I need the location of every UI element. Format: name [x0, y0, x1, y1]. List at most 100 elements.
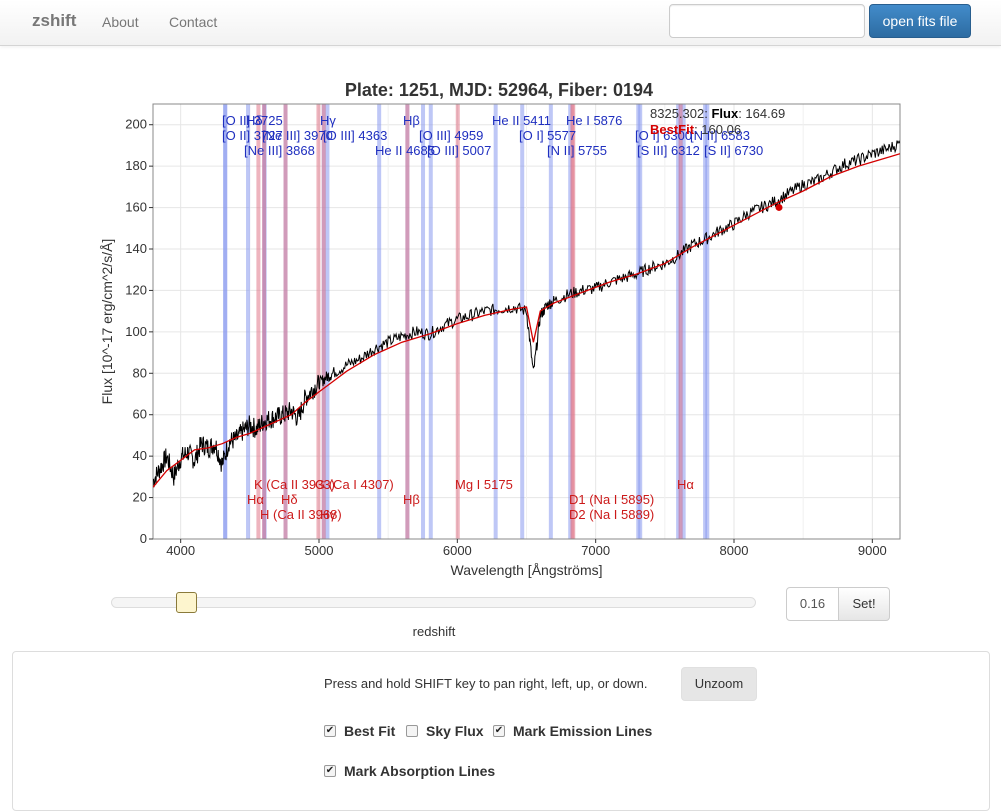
emission-line-label: Hγ	[320, 113, 336, 128]
absorption-line-band	[321, 104, 326, 539]
x-tick-label: 9000	[858, 543, 887, 558]
x-axis-label: Wavelength [Ångströms]	[451, 562, 603, 578]
emission-line-band	[421, 104, 426, 539]
emission-line-band	[493, 104, 498, 539]
x-tick-label: 8000	[720, 543, 749, 558]
absorption-line-band	[678, 104, 683, 539]
emission-line-label: [N II] 5755	[547, 143, 607, 158]
absorption-line-band	[571, 104, 576, 539]
x-tick-label: 6000	[443, 543, 472, 558]
x-tick-label: 5000	[305, 543, 334, 558]
tooltip-bestfit-row: BestFit: 160.06	[650, 122, 741, 137]
mark-absorption-lines-checkbox[interactable]: ✔	[324, 765, 336, 777]
emission-line-band	[703, 104, 708, 539]
absorption-line-label: Hδ	[281, 492, 298, 507]
unzoom-button[interactable]: Unzoom	[681, 667, 757, 701]
emission-line-label: [O III] 4959	[419, 128, 483, 143]
emission-line-label: [O I] 6300	[635, 128, 692, 143]
pan-help-text: Press and hold SHIFT key to pan right, l…	[324, 676, 648, 691]
absorption-line-band	[455, 104, 460, 539]
emission-line-label: [O II] 3725	[222, 113, 283, 128]
redshift-slider-track[interactable]	[111, 597, 756, 608]
x-tick-label: 7000	[581, 543, 610, 558]
emission-line-label: [O II] 3727	[222, 128, 283, 143]
redshift-input[interactable]: 0.16	[786, 587, 839, 621]
set-redshift-button[interactable]: Set!	[838, 587, 890, 621]
best-fit-label: Best Fit	[344, 723, 396, 739]
mark-emission-lines-label: Mark Emission Lines	[513, 723, 653, 739]
y-axis-label: Flux [10^-17 erg/cm^2/s/Å]	[99, 239, 115, 405]
emission-line-label: Hδ	[246, 113, 263, 128]
absorption-line-label: D1 (Na I 5895)	[569, 492, 654, 507]
emission-line-band	[377, 104, 382, 539]
navbar: zshift About Contact open fits file	[0, 0, 1001, 46]
emission-line-label: He I 5876	[566, 113, 622, 128]
absorption-line-band	[405, 104, 410, 539]
emission-line-label: [O I] 5577	[519, 128, 576, 143]
y-tick-label: 20	[133, 490, 147, 505]
chart-title: Plate: 1251, MJD: 52964, Fiber: 0194	[344, 80, 654, 100]
absorption-line-label: H (Ca II 3968)	[260, 507, 342, 522]
y-tick-label: 180	[125, 158, 147, 173]
absorption-line-band	[283, 104, 288, 539]
emission-line-label: [S II] 6730	[704, 143, 763, 158]
y-tick-label: 40	[133, 448, 147, 463]
absorption-line-label: K (Ca II 3933)	[254, 477, 335, 492]
emission-line-band	[223, 104, 228, 539]
absorption-line-band	[256, 104, 261, 539]
absorption-line-label: Hβ	[403, 492, 420, 507]
emission-line-band	[246, 104, 251, 539]
emission-line-band	[520, 104, 525, 539]
emission-line-band	[676, 104, 681, 539]
best-fit-checkbox[interactable]: ✔	[324, 725, 336, 737]
y-tick-label: 0	[140, 531, 147, 546]
absorption-line-band	[316, 104, 321, 539]
emission-line-label: [O III] 5007	[427, 143, 491, 158]
emission-line-label: Hβ	[403, 113, 420, 128]
emission-line-band	[548, 104, 553, 539]
absorption-line-label: Hα	[247, 492, 264, 507]
absorption-line-label: Hγ	[320, 507, 336, 522]
emission-line-label: [O III] 4363	[323, 128, 387, 143]
y-tick-label: 80	[133, 365, 147, 380]
sky-flux-label: Sky Flux	[426, 723, 484, 739]
nav-link-about[interactable]: About	[102, 14, 139, 30]
emission-line-band	[681, 104, 686, 539]
y-tick-label: 200	[125, 117, 147, 132]
open-fits-file-button[interactable]: open fits file	[869, 4, 971, 38]
emission-line-band	[428, 104, 433, 539]
emission-line-label: [Ne III] 3970	[262, 128, 333, 143]
y-tick-label: 100	[125, 324, 147, 339]
absorption-line-label: D2 (Na I 5889)	[569, 507, 654, 522]
emission-line-band	[705, 104, 710, 539]
emission-line-band	[638, 104, 643, 539]
emission-line-band	[568, 104, 573, 539]
y-tick-label: 140	[125, 241, 147, 256]
emission-line-label: [N II] 6583	[690, 128, 750, 143]
mark-absorption-lines-label: Mark Absorption Lines	[344, 763, 496, 779]
fits-file-input[interactable]	[669, 4, 865, 38]
spectrum-chart[interactable]: 0 20 40 60 80 100 120 140 160 180 200 4000 5000 6000 7…	[0, 98, 1001, 583]
brand-logo[interactable]: zshift	[32, 11, 77, 30]
tooltip-flux-row: 8325.302: Flux: 164.69	[650, 106, 785, 121]
redshift-label: redshift	[412, 624, 456, 639]
emission-line-band	[325, 104, 330, 539]
emission-line-label: He II 4685	[375, 143, 435, 158]
sky-flux-checkbox[interactable]	[406, 725, 418, 737]
emission-line-label: [S III] 6312	[637, 143, 700, 158]
y-tick-label: 60	[133, 407, 147, 422]
redshift-slider-handle[interactable]	[176, 592, 197, 613]
bestfit-series-line	[153, 153, 900, 488]
absorption-line-label: Mg I 5175	[455, 477, 513, 492]
nav-link-contact[interactable]: Contact	[169, 14, 218, 30]
y-tick-label: 120	[125, 282, 147, 297]
x-tick-label: 4000	[166, 543, 195, 558]
absorption-line-label: G (Ca I 4307)	[315, 477, 394, 492]
emission-line-label: He II 5411	[492, 113, 551, 128]
flux-series-line	[153, 140, 900, 488]
mark-emission-lines-checkbox[interactable]: ✔	[493, 725, 505, 737]
absorption-line-label: Hα	[677, 477, 694, 492]
absorption-line-band	[262, 104, 267, 539]
emission-line-label: [Ne III] 3868	[244, 143, 315, 158]
